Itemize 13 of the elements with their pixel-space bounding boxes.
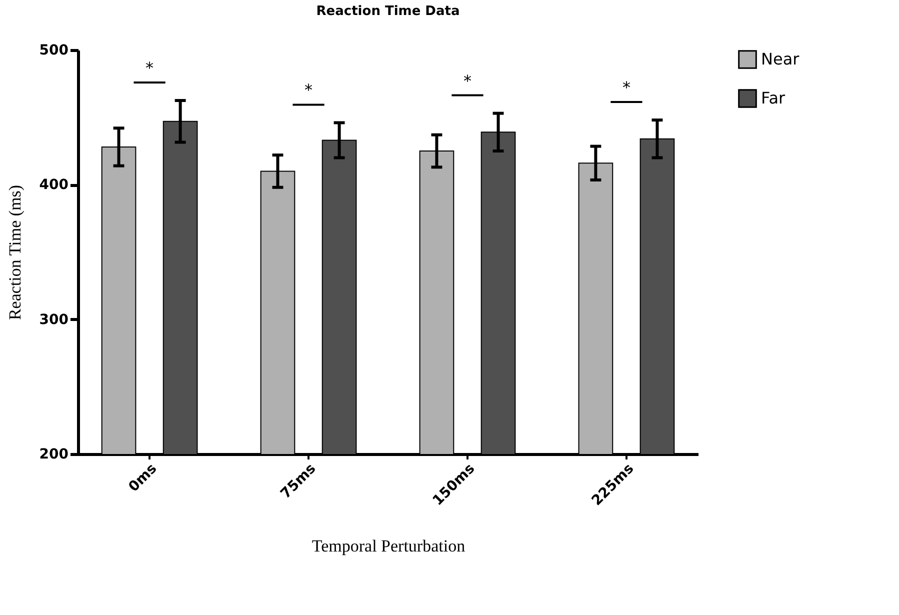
chart-title: Reaction Time Data xyxy=(316,4,460,19)
annotation: * xyxy=(146,58,154,78)
annotation: * xyxy=(304,80,313,100)
legend-label: Far xyxy=(761,88,786,108)
x-axis-title: Temporal Perturbation xyxy=(312,536,466,556)
annotation: * xyxy=(622,78,630,98)
y-axis-title: Reaction Time (ms) xyxy=(5,184,24,320)
y-tick-label: 200 xyxy=(39,446,69,462)
y-tick-label: 500 xyxy=(39,42,69,58)
y-tick-label: 400 xyxy=(39,177,69,194)
y-tick-label: 300 xyxy=(39,312,69,328)
legend-label: Near xyxy=(761,50,800,68)
annotation: * xyxy=(463,71,472,90)
